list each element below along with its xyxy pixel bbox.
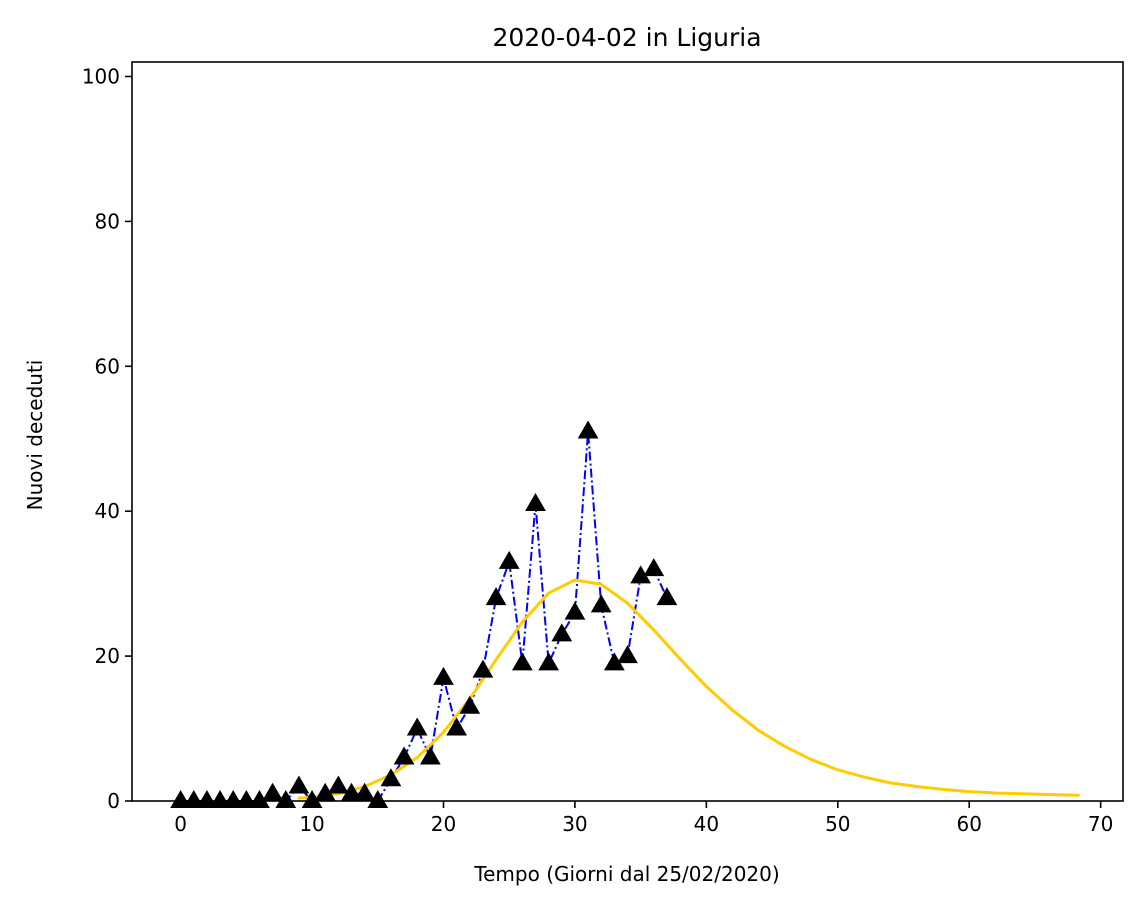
x-axis-label: Tempo (Giorni dal 25/02/2020) xyxy=(473,862,779,886)
data-point-marker xyxy=(564,601,586,620)
data-point-marker xyxy=(577,420,599,439)
data-point-marker xyxy=(235,789,257,808)
data-point-marker xyxy=(406,717,428,736)
data-point-marker xyxy=(354,782,376,801)
data-point-marker xyxy=(617,645,638,664)
plot-area xyxy=(170,420,1080,808)
x-tick-label: 50 xyxy=(825,812,850,836)
data-point-marker xyxy=(643,558,665,577)
data-point-marker xyxy=(433,666,454,685)
x-tick-label: 30 xyxy=(562,812,587,836)
y-tick-label: 20 xyxy=(95,644,120,668)
y-tick-label: 80 xyxy=(95,209,120,233)
data-point-marker xyxy=(275,789,297,808)
data-point-marker xyxy=(590,594,612,613)
x-tick-label: 70 xyxy=(1088,812,1113,836)
data-point-marker xyxy=(498,550,520,569)
data-point-marker xyxy=(551,623,573,642)
data-point-marker xyxy=(393,746,415,765)
y-tick-label: 100 xyxy=(82,64,120,88)
data-point-marker xyxy=(288,775,310,794)
plot-frame xyxy=(131,61,1124,802)
y-axis-label: Nuovi deceduti xyxy=(23,360,47,511)
x-tick-label: 0 xyxy=(174,812,187,836)
data-point-marker xyxy=(472,659,494,678)
x-tick-label: 40 xyxy=(694,812,719,836)
data-point-marker xyxy=(196,789,218,808)
chart-title: 2020-04-02 in Liguria xyxy=(492,23,761,52)
y-tick-label: 60 xyxy=(95,354,120,378)
data-point-marker xyxy=(183,789,205,808)
y-tick-label: 0 xyxy=(107,789,120,813)
data-point-marker xyxy=(656,587,678,606)
series-group xyxy=(180,430,1080,801)
observed-series-line xyxy=(180,430,668,801)
data-point-marker xyxy=(419,746,441,765)
data-point-marker xyxy=(380,768,402,787)
x-tick-label: 20 xyxy=(431,812,456,836)
data-point-marker xyxy=(485,587,507,606)
data-point-marker xyxy=(446,717,468,736)
x-tick-label: 10 xyxy=(299,812,324,836)
data-point-marker xyxy=(262,782,283,801)
data-point-marker xyxy=(327,775,349,794)
data-point-marker xyxy=(209,789,231,808)
fitted-curve-line xyxy=(297,578,1080,800)
data-point-marker xyxy=(525,492,546,511)
data-point-marker xyxy=(511,652,533,671)
data-point-marker xyxy=(222,789,244,808)
data-point-marker xyxy=(459,695,481,714)
axes: 0 10 20 30 40 50 60 70 0 20 40 60 80 100 xyxy=(82,61,1124,836)
x-tick-label: 60 xyxy=(956,812,981,836)
data-point-marker xyxy=(367,789,389,808)
data-point-marker xyxy=(538,652,560,671)
y-tick-label: 40 xyxy=(95,499,120,523)
observed-markers xyxy=(170,420,678,808)
